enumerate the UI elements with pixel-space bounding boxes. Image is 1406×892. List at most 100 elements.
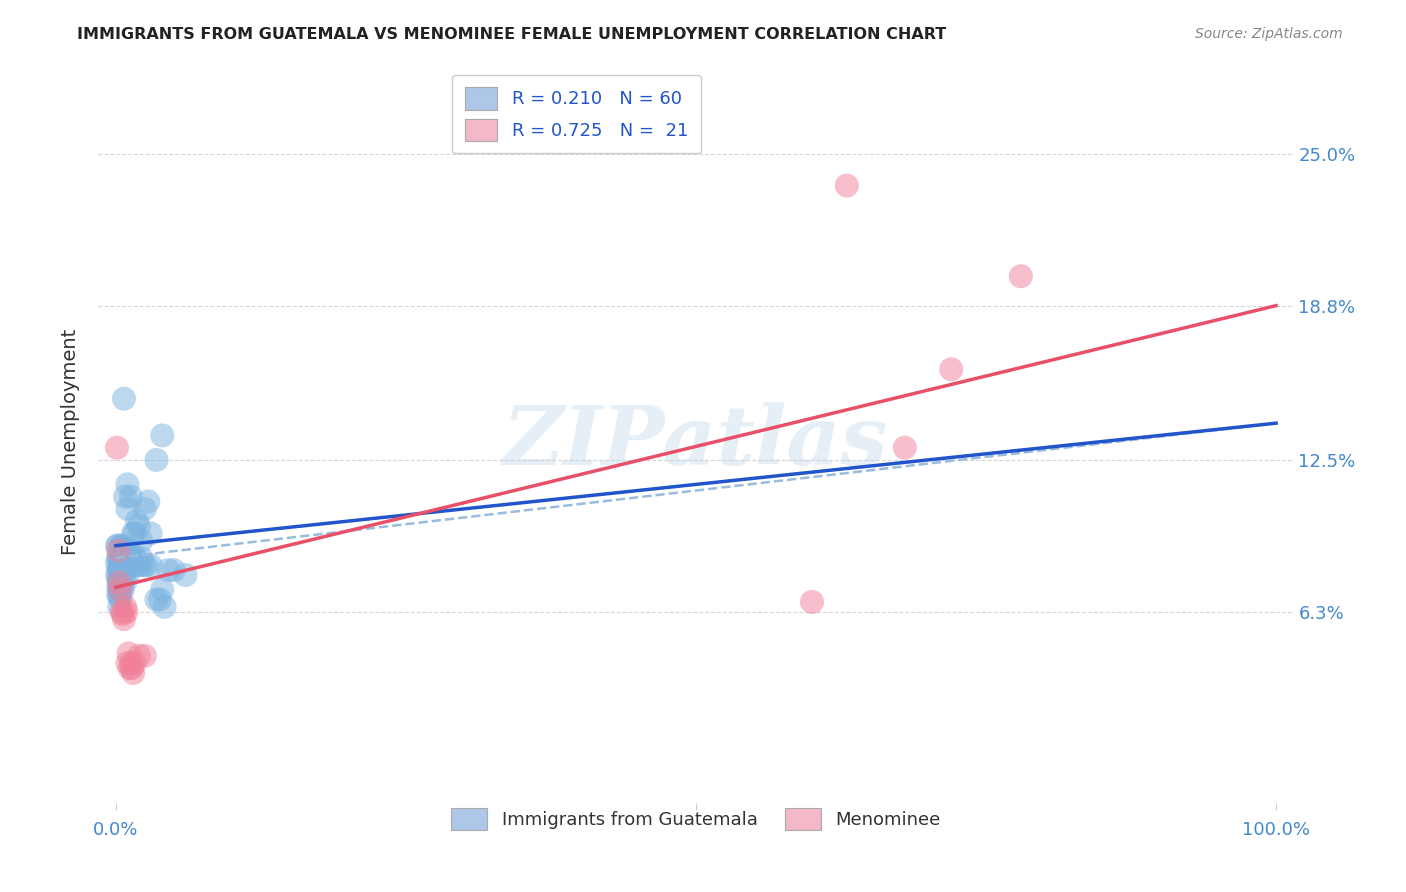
Point bbox=[111, 568, 134, 582]
Point bbox=[124, 526, 146, 541]
Point bbox=[153, 599, 176, 614]
Point bbox=[107, 563, 129, 577]
Point bbox=[163, 563, 186, 577]
Point bbox=[136, 494, 159, 508]
Point bbox=[107, 580, 129, 594]
Point bbox=[112, 543, 135, 558]
Point bbox=[157, 563, 180, 577]
Point bbox=[835, 178, 858, 193]
Point bbox=[114, 575, 136, 590]
Point bbox=[118, 558, 141, 573]
Point bbox=[114, 599, 136, 614]
Legend: Immigrants from Guatemala, Menominee: Immigrants from Guatemala, Menominee bbox=[444, 801, 948, 837]
Point bbox=[108, 599, 131, 614]
Point bbox=[115, 543, 138, 558]
Point bbox=[111, 575, 134, 590]
Point bbox=[150, 582, 173, 597]
Point bbox=[149, 592, 172, 607]
Point bbox=[941, 362, 963, 376]
Point bbox=[120, 656, 142, 670]
Point bbox=[134, 502, 156, 516]
Point bbox=[125, 558, 148, 573]
Point bbox=[124, 550, 146, 565]
Point bbox=[110, 568, 132, 582]
Point bbox=[108, 568, 131, 582]
Point bbox=[111, 558, 134, 573]
Point bbox=[145, 453, 167, 467]
Point bbox=[894, 441, 917, 455]
Point bbox=[118, 543, 141, 558]
Point bbox=[114, 550, 136, 565]
Point bbox=[122, 558, 145, 573]
Text: ZIPatlas: ZIPatlas bbox=[503, 401, 889, 482]
Point bbox=[105, 556, 128, 570]
Point bbox=[108, 582, 131, 597]
Point bbox=[111, 539, 134, 553]
Point bbox=[108, 575, 131, 590]
Point bbox=[117, 477, 139, 491]
Point bbox=[108, 550, 131, 565]
Point bbox=[117, 656, 139, 670]
Point bbox=[117, 647, 139, 661]
Point bbox=[134, 648, 156, 663]
Point bbox=[125, 514, 148, 528]
Point bbox=[112, 392, 135, 406]
Point bbox=[117, 502, 139, 516]
Point bbox=[128, 519, 150, 533]
Point bbox=[111, 539, 134, 553]
Point bbox=[107, 543, 129, 558]
Point bbox=[107, 588, 129, 602]
Point bbox=[112, 612, 135, 626]
Point bbox=[108, 590, 131, 604]
Point bbox=[124, 550, 146, 565]
Point bbox=[115, 605, 138, 619]
Y-axis label: Female Unemployment: Female Unemployment bbox=[60, 328, 80, 555]
Point bbox=[111, 573, 134, 587]
Point bbox=[135, 558, 157, 573]
Point bbox=[117, 568, 139, 582]
Point bbox=[174, 568, 197, 582]
Point bbox=[128, 648, 150, 663]
Point bbox=[105, 568, 128, 582]
Point bbox=[120, 558, 142, 573]
Point bbox=[107, 539, 129, 553]
Text: IMMIGRANTS FROM GUATEMALA VS MENOMINEE FEMALE UNEMPLOYMENT CORRELATION CHART: IMMIGRANTS FROM GUATEMALA VS MENOMINEE F… bbox=[77, 27, 946, 42]
Point bbox=[115, 558, 138, 573]
Point bbox=[122, 526, 145, 541]
Text: Source: ZipAtlas.com: Source: ZipAtlas.com bbox=[1195, 27, 1343, 41]
Point bbox=[1010, 269, 1032, 284]
Point bbox=[122, 665, 145, 680]
Point bbox=[124, 656, 146, 670]
Point bbox=[132, 558, 155, 573]
Point bbox=[139, 558, 162, 573]
Point bbox=[117, 550, 139, 565]
Point bbox=[131, 533, 153, 548]
Point bbox=[145, 592, 167, 607]
Point bbox=[114, 490, 136, 504]
Point bbox=[107, 573, 129, 587]
Point bbox=[105, 441, 128, 455]
Point bbox=[107, 550, 129, 565]
Point bbox=[139, 526, 162, 541]
Point bbox=[112, 558, 135, 573]
Point bbox=[111, 605, 134, 619]
Point bbox=[111, 550, 134, 565]
Point bbox=[121, 558, 143, 573]
Point bbox=[111, 550, 134, 565]
Point bbox=[150, 428, 173, 442]
Point bbox=[111, 607, 134, 622]
Point bbox=[801, 595, 824, 609]
Point bbox=[110, 558, 132, 573]
Point bbox=[110, 590, 132, 604]
Point bbox=[105, 539, 128, 553]
Point bbox=[131, 550, 153, 565]
Point bbox=[111, 582, 134, 597]
Point bbox=[114, 563, 136, 577]
Point bbox=[108, 558, 131, 573]
Point bbox=[128, 558, 150, 573]
Point bbox=[111, 563, 134, 577]
Point bbox=[110, 575, 132, 590]
Point bbox=[110, 582, 132, 597]
Point bbox=[110, 582, 132, 597]
Point bbox=[110, 550, 132, 565]
